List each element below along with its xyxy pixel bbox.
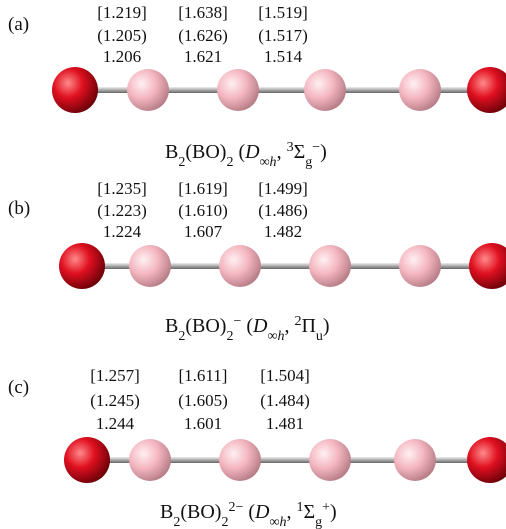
- boron-atom: [399, 69, 441, 111]
- bond-length: (1.205): [97, 26, 147, 45]
- caption: B2(BO)2− (D∞h, 2Πu): [165, 314, 330, 344]
- oxygen-atom: [469, 243, 506, 289]
- bond-length: [1.504]: [260, 366, 310, 385]
- bond-length: (1.486): [258, 201, 308, 220]
- boron-atom: [129, 245, 171, 287]
- oxygen-atom: [467, 67, 506, 113]
- bond-length: [1.235]: [97, 179, 147, 198]
- page: (a) [1.219] (1.205) 1.206 [1.638] (1.626) 1.62…: [0, 0, 506, 529]
- caption: B2(BO)2 (D∞h, 3Σg−): [165, 140, 327, 170]
- boron-atom: [399, 245, 441, 287]
- boron-atom: [127, 69, 169, 111]
- boron-atom: [219, 245, 261, 287]
- boron-atom: [217, 69, 259, 111]
- bond-length: [1.611]: [179, 366, 228, 385]
- bond-length: (1.626): [178, 26, 228, 45]
- oxygen-atom: [52, 67, 98, 113]
- panel-label: (c): [8, 377, 29, 398]
- boron-atom: [219, 439, 261, 481]
- bond-length: [1.638]: [178, 3, 228, 22]
- bond-length: (1.223): [97, 201, 147, 220]
- bond-length: [1.519]: [258, 3, 308, 22]
- bond-length: (1.245): [90, 391, 140, 410]
- bond-length: (1.517): [258, 26, 308, 45]
- bond-length: [1.257]: [90, 366, 140, 385]
- bond-length: [1.499]: [258, 179, 308, 198]
- bond-length: [1.619]: [178, 179, 228, 198]
- bond-length: (1.484): [260, 391, 310, 410]
- oxygen-atom: [64, 437, 110, 483]
- caption: B2(BO)22− (D∞h, 1Σg+): [160, 500, 337, 529]
- panel-label: (a): [8, 14, 29, 35]
- boron-atom: [309, 245, 351, 287]
- bond-length: 1.621: [184, 47, 222, 66]
- bond-length: 1.482: [264, 222, 302, 241]
- boron-atom: [304, 69, 346, 111]
- bond-length: [1.219]: [97, 3, 147, 22]
- bond-length: (1.610): [178, 201, 228, 220]
- boron-atom: [129, 439, 171, 481]
- bond-length: 1.244: [96, 414, 135, 433]
- figure: (a) [1.219] (1.205) 1.206 [1.638] (1.626) 1.62…: [0, 0, 506, 529]
- oxygen-atom: [467, 437, 506, 483]
- oxygen-atom: [59, 243, 105, 289]
- bond-length: 1.481: [266, 414, 304, 433]
- bond-length: 1.514: [264, 47, 303, 66]
- bond-length: 1.206: [103, 47, 141, 66]
- boron-atom: [394, 439, 436, 481]
- bond-length: 1.224: [103, 222, 142, 241]
- boron-atom: [309, 439, 351, 481]
- bond-length: (1.605): [178, 391, 228, 410]
- panel-label: (b): [8, 198, 30, 219]
- bond-length: 1.607: [184, 222, 223, 241]
- bond-length: 1.601: [184, 414, 222, 433]
